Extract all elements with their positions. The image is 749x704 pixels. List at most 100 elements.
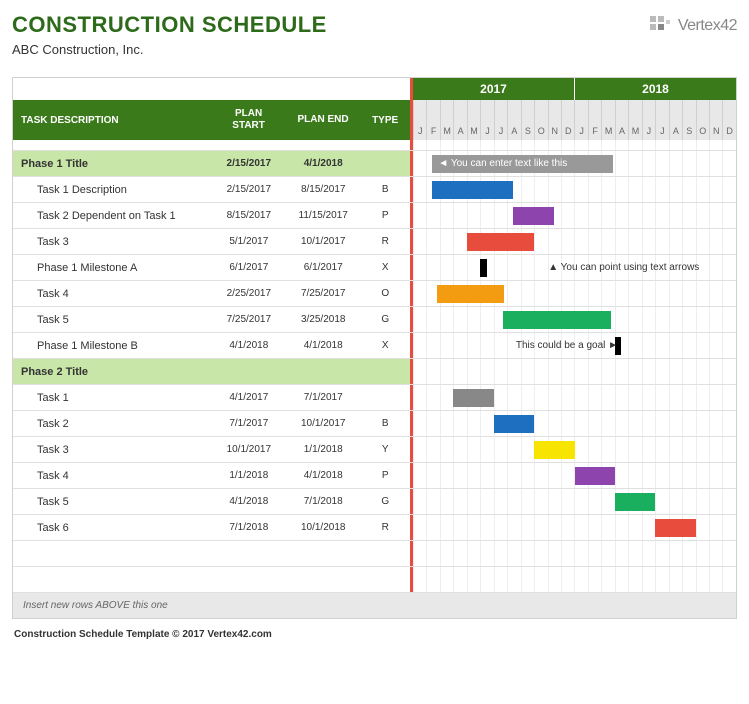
cell-type[interactable]: R <box>360 236 410 247</box>
cell-type[interactable]: B <box>360 418 410 429</box>
cell-type[interactable]: G <box>360 314 410 325</box>
cell-start[interactable]: 7/25/2017 <box>212 314 286 325</box>
gantt-bar[interactable] <box>467 233 534 251</box>
phase-row[interactable]: Phase 2 Title <box>13 358 736 384</box>
task-row[interactable]: Phase 1 Milestone B4/1/20184/1/2018XThis… <box>13 332 736 358</box>
task-row[interactable]: Task 1 Description2/15/20178/15/2017B <box>13 176 736 202</box>
gantt-bar[interactable] <box>480 259 486 277</box>
cell-start[interactable]: 7/1/2018 <box>212 522 286 533</box>
cell-type[interactable]: P <box>360 210 410 221</box>
data-rows-container: Phase 1 Title2/15/20174/1/2018◄ You can … <box>13 150 736 592</box>
cell-desc[interactable]: Task 1 <box>13 392 212 404</box>
gantt-bar[interactable] <box>513 207 553 225</box>
task-row[interactable]: Task 2 Dependent on Task 18/15/201711/15… <box>13 202 736 228</box>
page-title: CONSTRUCTION SCHEDULE <box>12 12 327 38</box>
cell-start[interactable]: 8/15/2017 <box>212 210 286 221</box>
cell-desc[interactable]: Task 4 <box>13 470 212 482</box>
gantt-bar[interactable] <box>534 441 574 459</box>
gantt-bar[interactable] <box>503 311 611 329</box>
gantt-bar[interactable] <box>432 181 513 199</box>
cell-end[interactable]: 7/1/2018 <box>286 496 360 507</box>
cell-desc[interactable]: Task 4 <box>13 288 212 300</box>
cell-desc[interactable]: Task 3 <box>13 236 212 248</box>
gantt-bar[interactable] <box>615 493 655 511</box>
cell-desc[interactable]: Task 5 <box>13 314 212 326</box>
cell-desc[interactable]: Phase 1 Title <box>13 158 212 170</box>
cell-start[interactable]: 2/15/2017 <box>212 158 286 169</box>
task-row[interactable]: Task 41/1/20184/1/2018P <box>13 462 736 488</box>
month-cell: A <box>615 100 628 140</box>
cell-end[interactable]: 11/15/2017 <box>286 210 360 221</box>
cell-desc[interactable]: Task 3 <box>13 444 212 456</box>
task-row[interactable]: Task 35/1/201710/1/2017R <box>13 228 736 254</box>
cell-start[interactable]: 7/1/2017 <box>212 418 286 429</box>
gantt-bar[interactable] <box>453 389 493 407</box>
empty-row[interactable] <box>13 566 736 592</box>
cell-end[interactable]: 10/1/2017 <box>286 236 360 247</box>
gap-right <box>413 140 736 150</box>
cell-end[interactable]: 10/1/2018 <box>286 522 360 533</box>
cell-end[interactable]: 1/1/2018 <box>286 444 360 455</box>
cell-start[interactable]: 4/1/2018 <box>212 496 286 507</box>
cell-desc[interactable]: Task 5 <box>13 496 212 508</box>
cell-end[interactable]: 8/15/2017 <box>286 184 360 195</box>
year-spacer <box>13 78 413 100</box>
task-row[interactable]: Phase 1 Milestone A6/1/20176/1/2017X▲ Yo… <box>13 254 736 280</box>
annotation-text[interactable]: This could be a goal ► <box>510 337 624 355</box>
cell-start[interactable]: 4/1/2018 <box>212 340 286 351</box>
month-cell: F <box>426 100 439 140</box>
gantt-bar[interactable] <box>437 285 504 303</box>
cell-desc[interactable]: Task 2 Dependent on Task 1 <box>13 210 212 222</box>
cell-type[interactable]: Y <box>360 444 410 455</box>
cell-end[interactable]: 7/25/2017 <box>286 288 360 299</box>
task-row[interactable]: Task 42/25/20177/25/2017O <box>13 280 736 306</box>
empty-row[interactable] <box>13 540 736 566</box>
cell-end[interactable]: 3/25/2018 <box>286 314 360 325</box>
cell-end[interactable]: 4/1/2018 <box>286 340 360 351</box>
cell-end[interactable]: 4/1/2018 <box>286 158 360 169</box>
cell-end[interactable]: 10/1/2017 <box>286 418 360 429</box>
task-row[interactable]: Task 54/1/20187/1/2018G <box>13 488 736 514</box>
cell-type[interactable]: P <box>360 470 410 481</box>
cell-end[interactable]: 7/1/2017 <box>286 392 360 403</box>
cell-type[interactable]: O <box>360 288 410 299</box>
annotation-text[interactable]: ◄ You can enter text like this <box>432 155 613 173</box>
gantt-bar[interactable] <box>575 467 615 485</box>
cell-start[interactable]: 5/1/2017 <box>212 236 286 247</box>
annotation-text[interactable]: ▲ You can point using text arrows <box>542 259 705 277</box>
cell-desc[interactable]: Phase 2 Title <box>13 366 212 378</box>
gantt-bar[interactable] <box>655 519 695 537</box>
cell-end[interactable]: 6/1/2017 <box>286 262 360 273</box>
task-row[interactable]: Task 310/1/20171/1/2018Y <box>13 436 736 462</box>
cell-start[interactable]: 2/15/2017 <box>212 184 286 195</box>
year-header-row: 20172018 <box>13 78 736 100</box>
cell-desc[interactable]: Phase 1 Milestone A <box>13 262 212 274</box>
cell-desc[interactable]: Task 6 <box>13 522 212 534</box>
task-row[interactable]: Task 67/1/201810/1/2018R <box>13 514 736 540</box>
cell-start[interactable]: 2/25/2017 <box>212 288 286 299</box>
gantt-bar[interactable] <box>494 415 534 433</box>
cell-type[interactable]: B <box>360 184 410 195</box>
cell-type[interactable]: R <box>360 522 410 533</box>
cell-start[interactable]: 1/1/2018 <box>212 470 286 481</box>
cell-type[interactable]: X <box>360 262 410 273</box>
cell-type[interactable]: X <box>360 340 410 351</box>
row-left: Task 67/1/201810/1/2018R <box>13 515 413 540</box>
header-left: TASK DESCRIPTION PLAN START PLAN END TYP… <box>13 100 413 140</box>
cell-desc[interactable]: Phase 1 Milestone B <box>13 340 212 352</box>
cell-start[interactable]: 4/1/2017 <box>212 392 286 403</box>
cell-desc[interactable]: Task 2 <box>13 418 212 430</box>
phase-row[interactable]: Phase 1 Title2/15/20174/1/2018 ◄ You can … <box>13 150 736 176</box>
cell-type[interactable]: G <box>360 496 410 507</box>
month-cell: A <box>453 100 466 140</box>
month-cell: D <box>722 100 735 140</box>
cell-desc[interactable]: Task 1 Description <box>13 184 212 196</box>
cell-start[interactable]: 6/1/2017 <box>212 262 286 273</box>
cell-end[interactable]: 4/1/2018 <box>286 470 360 481</box>
cell-start[interactable]: 10/1/2017 <box>212 444 286 455</box>
task-row[interactable]: Task 14/1/20177/1/2017 <box>13 384 736 410</box>
row-timeline <box>413 437 736 462</box>
task-row[interactable]: Task 27/1/201710/1/2017B <box>13 410 736 436</box>
insert-note: Insert new rows ABOVE this one <box>13 593 413 618</box>
task-row[interactable]: Task 57/25/20173/25/2018G <box>13 306 736 332</box>
